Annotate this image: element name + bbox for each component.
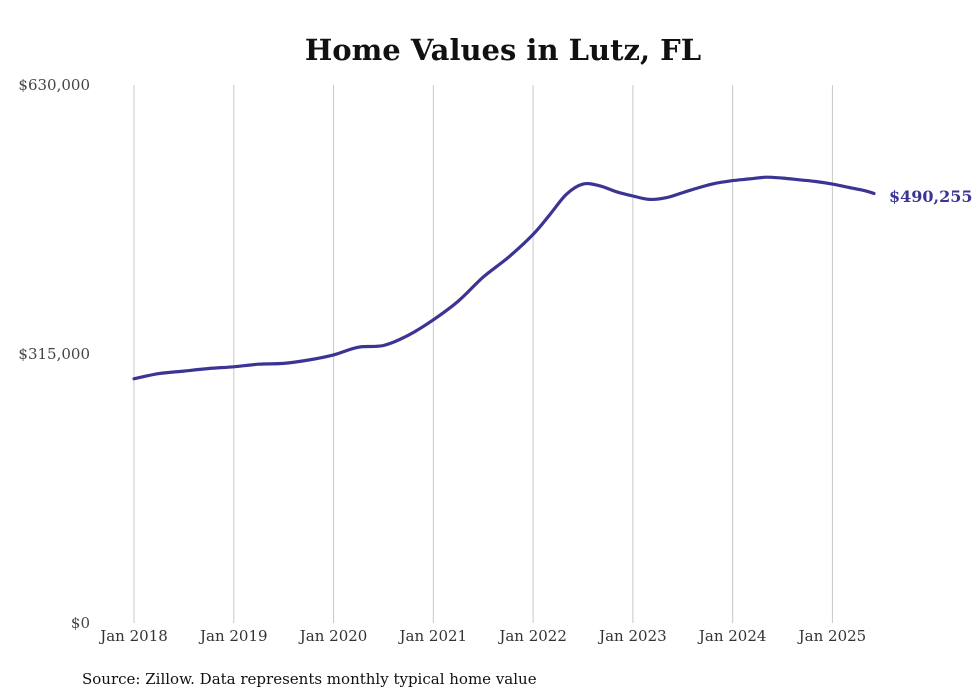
- last-value-label: $490,255: [889, 187, 973, 206]
- y-tick-label: $630,000: [18, 76, 90, 94]
- y-tick-label: $0: [71, 614, 90, 632]
- gridlines: [133, 85, 833, 623]
- series-layer: [132, 175, 876, 381]
- source-note: Source: Zillow. Data represents monthly …: [82, 670, 537, 688]
- x-tick-label: Jan 2022: [497, 627, 567, 645]
- x-tick-label: Jan 2023: [597, 627, 667, 645]
- home-value-line: [132, 175, 876, 381]
- y-tick-label: $315,000: [18, 345, 90, 363]
- x-tick-label: Jan 2025: [797, 627, 867, 645]
- chart-title: Home Values in Lutz, FL: [305, 33, 701, 67]
- x-tick-label: Jan 2020: [298, 627, 368, 645]
- x-tick-label: Jan 2024: [697, 627, 767, 645]
- y-axis-ticks: $0 $315,000 $630,000: [18, 76, 90, 632]
- x-tick-label: Jan 2021: [398, 627, 468, 645]
- x-tick-label: Jan 2018: [98, 627, 168, 645]
- x-axis-ticks: Jan 2018 Jan 2019 Jan 2020 Jan 2021 Jan 2022…: [98, 627, 866, 645]
- x-tick-label: Jan 2019: [198, 627, 268, 645]
